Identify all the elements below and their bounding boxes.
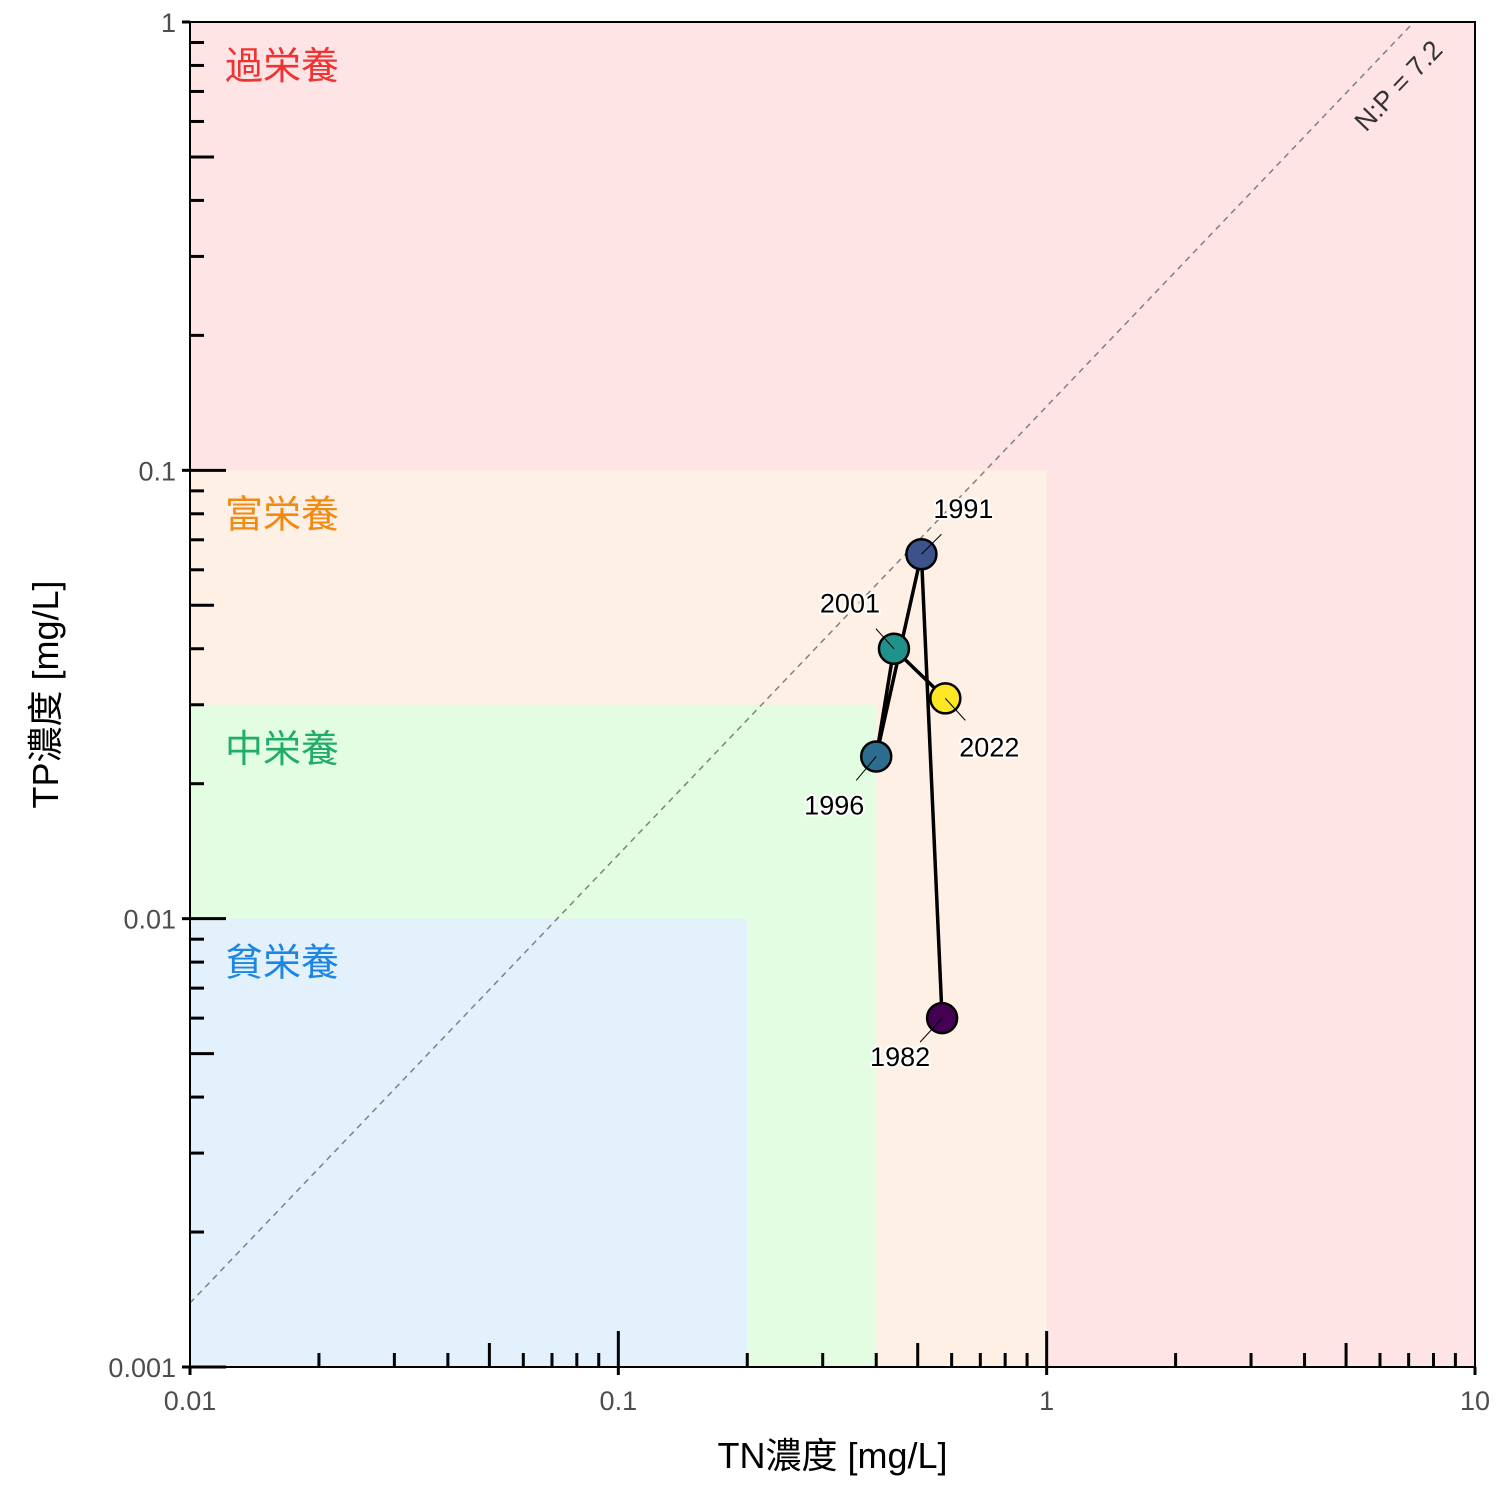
trophic-zones [190, 22, 1475, 1367]
x-tick-label: 0.01 [164, 1386, 217, 1416]
plot-frame [189, 21, 1476, 1368]
label-leader-2022 [944, 698, 966, 721]
oligotrophic-zone-label: 貧栄養 [225, 941, 339, 985]
x-tick-label: 0.1 [600, 1386, 638, 1416]
hypertrophic-zone-label: 過栄養 [225, 44, 339, 88]
point-label-2001: 2001 [820, 589, 880, 619]
y-axis-title: TP濃度 [mg/L] [25, 580, 66, 808]
data-point-labels: 1982 1991 1996 2001 2022 [802, 492, 1021, 1074]
y-tick-label: 0.001 [108, 1353, 176, 1383]
oligotrophic-zone [190, 918, 748, 1367]
x-axis-title: TN濃度 [mg/L] [717, 1435, 947, 1476]
label-leader-1982 [919, 1017, 943, 1043]
axis-ticks [182, 20, 1477, 1375]
point-label-1982: 1982 [870, 1042, 930, 1072]
mesotrophic-zone-label: 中栄養 [225, 727, 339, 771]
point-label-1991: 1991 [933, 494, 993, 524]
x-tick-label: 10 [1460, 1386, 1490, 1416]
x-tick-label: 1 [1039, 1386, 1054, 1416]
label-leader-2001 [875, 628, 895, 650]
point-label-2022: 2022 [959, 732, 1019, 762]
eutrophic-zone-label: 富栄養 [225, 492, 339, 536]
np-ratio-line [189, 21, 1415, 1304]
label-leader-1996 [855, 756, 877, 781]
y-tick-label: 0.01 [123, 905, 176, 935]
y-tick-label: 1 [161, 8, 176, 38]
point-label-1996: 1996 [804, 790, 864, 820]
label-leader-1991 [921, 533, 942, 555]
y-tick-label: 0.1 [138, 456, 176, 486]
